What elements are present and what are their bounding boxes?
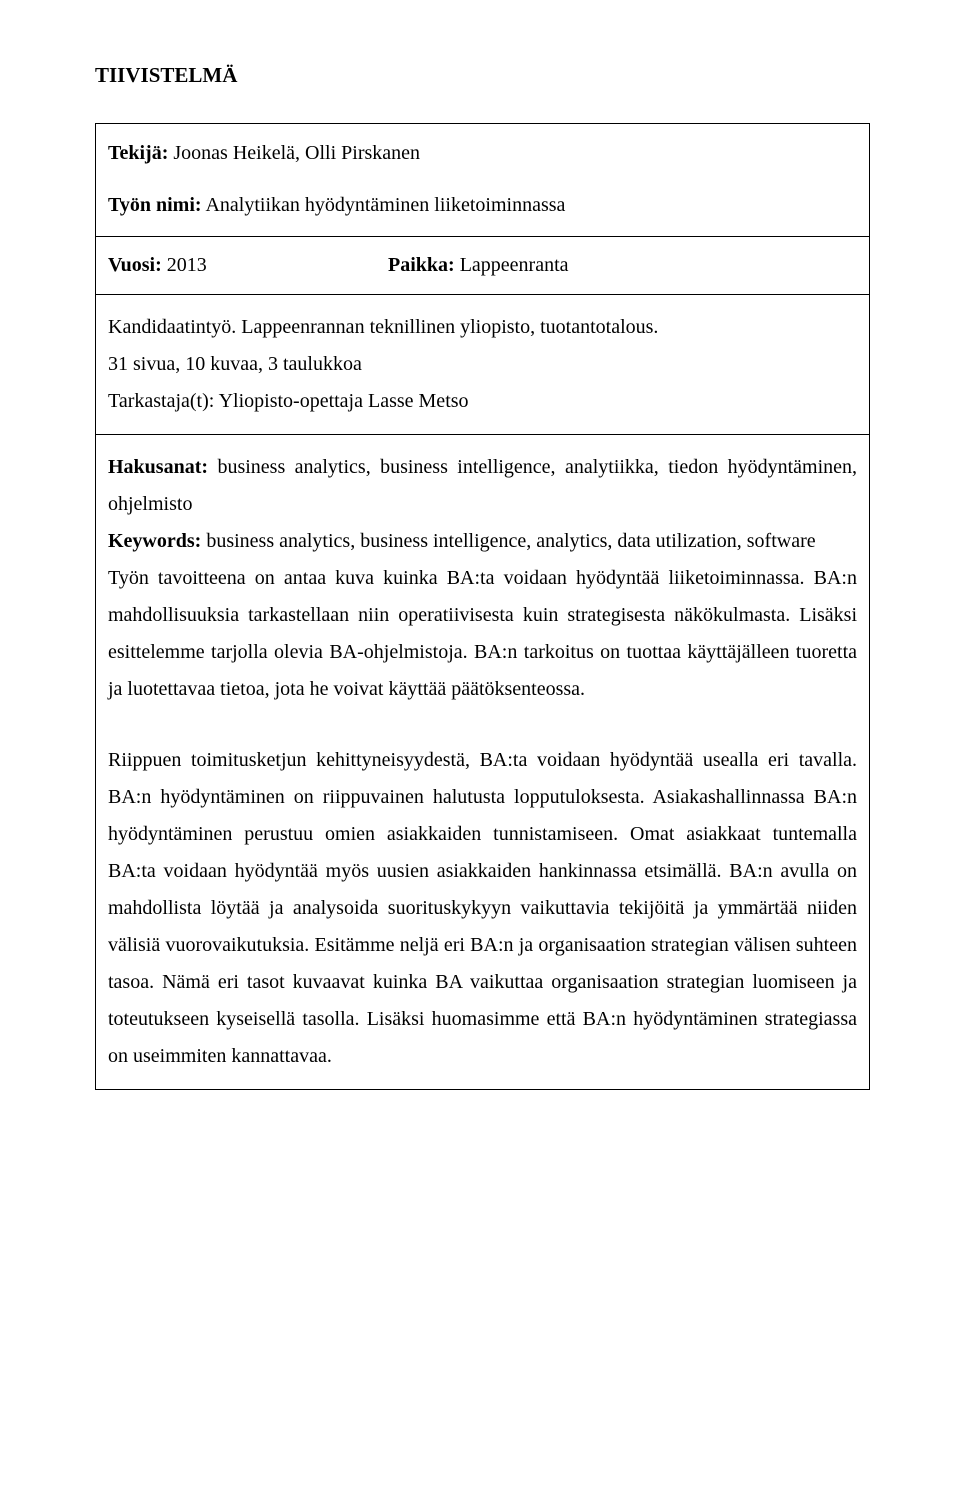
abstract-paragraph-1: Työn tavoitteena on antaa kuva kuinka BA… (108, 560, 857, 708)
author-value: Joonas Heikelä, Olli Pirskanen (173, 142, 420, 164)
year-place-box: Vuosi: 2013 Paikka: Lappeenranta (95, 237, 870, 295)
author-box: Tekijä: Joonas Heikelä, Olli Pirskanen T… (95, 123, 870, 237)
page-title: TIIVISTELMÄ (95, 56, 870, 95)
paragraph-gap (108, 708, 857, 742)
meta-line-3: Tarkastaja(t): Yliopisto-opettaja Lasse … (108, 383, 857, 420)
hakusanat-label: Hakusanat: (108, 456, 208, 478)
place-cell: Paikka: Lappeenranta (388, 247, 857, 284)
meta-box: Kandidaatintyö. Lappeenrannan teknilline… (95, 295, 870, 435)
author-label: Tekijä: (108, 142, 168, 164)
place-value: Lappeenranta (460, 254, 569, 276)
author-line: Tekijä: Joonas Heikelä, Olli Pirskanen (108, 138, 857, 168)
meta-line-2: 31 sivua, 10 kuvaa, 3 taulukkoa (108, 346, 857, 383)
work-label: Työn nimi: (108, 194, 202, 216)
hakusanat-block: Hakusanat: business analytics, business … (108, 449, 857, 523)
year-value: 2013 (167, 254, 207, 276)
abstract-box: Hakusanat: business analytics, business … (95, 435, 870, 1090)
meta-line-1: Kandidaatintyö. Lappeenrannan teknilline… (108, 309, 857, 346)
work-value: Analytiikan hyödyntäminen liiketoiminnas… (205, 194, 565, 216)
place-label: Paikka: (388, 254, 455, 276)
hakusanat-value: business analytics, business intelligenc… (108, 456, 857, 515)
year-label: Vuosi: (108, 254, 162, 276)
keywords-value: business analytics, business intelligenc… (206, 530, 815, 552)
work-line: Työn nimi: Analytiikan hyödyntäminen lii… (108, 190, 857, 220)
year-cell: Vuosi: 2013 (108, 247, 388, 284)
keywords-block: Keywords: business analytics, business i… (108, 523, 857, 560)
keywords-label: Keywords: (108, 530, 201, 552)
abstract-paragraph-2: Riippuen toimitusketjun kehittyneisyydes… (108, 742, 857, 1075)
